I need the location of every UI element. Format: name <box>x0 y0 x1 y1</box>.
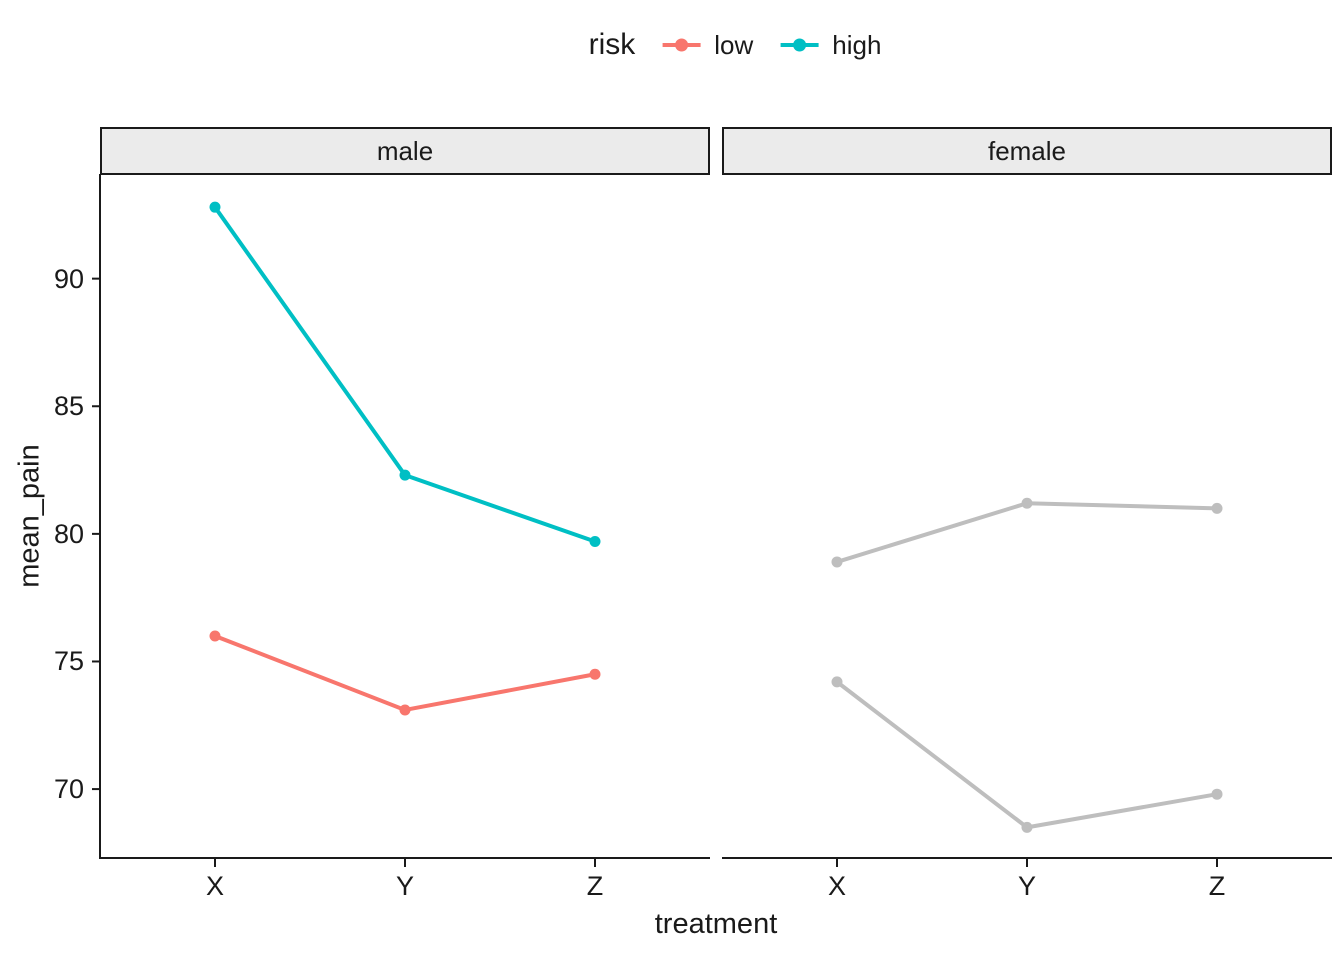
data-point-high <box>209 201 221 213</box>
series-line-gray-lower <box>835 680 1218 830</box>
legend: risk low high <box>589 28 882 62</box>
x-tick-label: Z <box>1208 871 1226 901</box>
series-line-low <box>214 634 596 712</box>
legend-label-low: low <box>714 29 754 60</box>
data-point-gray-upper <box>1021 497 1033 509</box>
series-line-gray-upper <box>836 501 1218 564</box>
data-point-gray-upper <box>831 556 843 568</box>
data-point-gray-lower <box>831 676 843 688</box>
data-point-low <box>589 668 601 680</box>
facet-strip-male: male <box>100 127 710 175</box>
series-line-high <box>213 206 596 544</box>
legend-key-dot <box>674 38 688 52</box>
x-tick-label: Y <box>395 871 414 901</box>
legend-key-low-icon <box>662 38 701 52</box>
legend-key-dot <box>792 38 806 52</box>
y-tick-label: 90 <box>53 263 84 294</box>
legend-label-high: high <box>832 29 882 60</box>
y-tick-label: 70 <box>53 774 84 805</box>
legend-entry-low: low <box>659 30 753 61</box>
data-point-high <box>399 469 411 481</box>
data-point-low <box>209 630 221 642</box>
y-axis-title: mean_pain <box>13 444 46 588</box>
facet-strip-female: female <box>722 127 1332 175</box>
facet-strip-female-label: female <box>987 135 1067 166</box>
data-point-gray-upper <box>1211 502 1223 514</box>
x-tick-label: X <box>827 871 846 901</box>
x-axis-title: treatment <box>654 908 778 940</box>
facet-strip-male-label: male <box>376 135 434 166</box>
x-tick-label: Y <box>1017 871 1036 901</box>
data-point-high <box>589 536 601 548</box>
y-tick-label: 85 <box>53 391 84 422</box>
data-point-low <box>399 704 411 716</box>
x-tick-label: X <box>205 871 224 901</box>
y-tick-label: 80 <box>53 518 84 549</box>
legend-entry-high: high <box>777 30 881 61</box>
x-tick-label: Z <box>586 871 604 901</box>
legend-title: risk <box>588 28 636 61</box>
data-point-gray-lower <box>1211 788 1223 800</box>
y-tick-label: 75 <box>53 646 84 677</box>
data-point-gray-lower <box>1021 821 1033 833</box>
legend-key-high-icon <box>780 38 819 52</box>
